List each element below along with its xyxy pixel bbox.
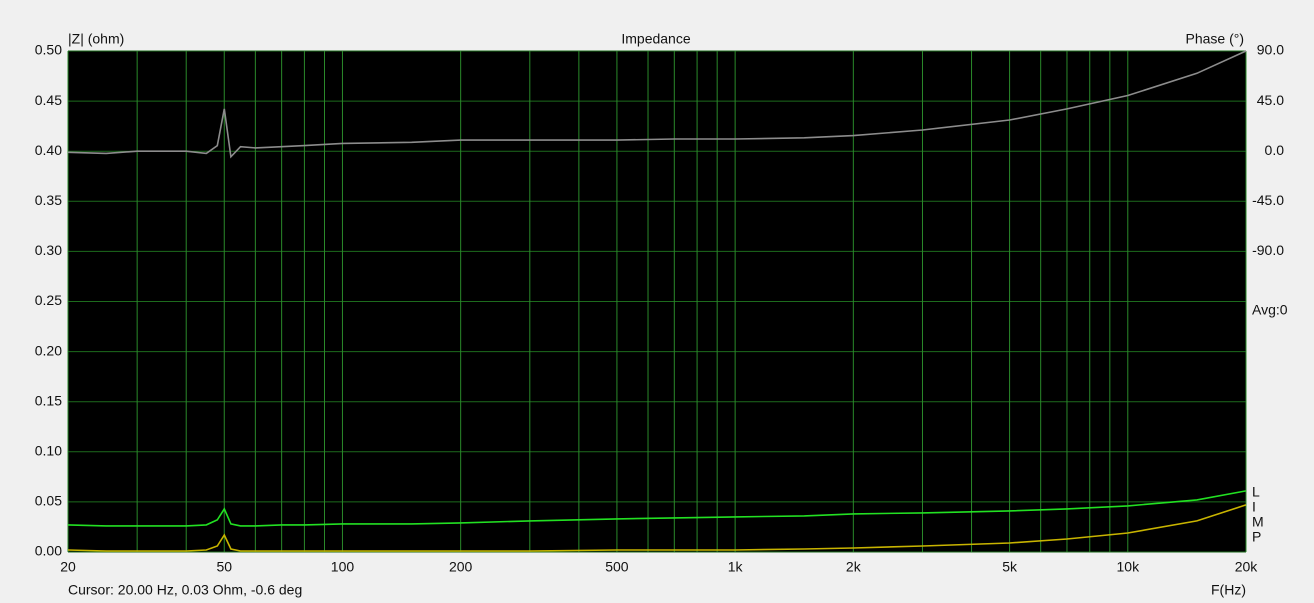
line-series (67, 50, 1247, 159)
x-tick-label: 5k (1002, 559, 1018, 575)
y-tick-label: 0.00 (35, 543, 62, 559)
y-tick-label: 0.50 (35, 42, 62, 58)
x-axis-label: F(Hz) (1211, 582, 1246, 598)
y2-tick-label: 0.0 (1265, 142, 1285, 158)
y2-tick-label: -90.0 (1252, 242, 1284, 258)
x-tick-label: 10k (1117, 559, 1141, 575)
trace-label: M (1252, 514, 1264, 530)
x-tick-label: 20 (60, 559, 76, 575)
y-axis-label: |Z| (ohm) (68, 31, 124, 47)
chart-title: Impedance (621, 31, 690, 47)
trace-label: L (1252, 484, 1260, 500)
y2-axis-label: Phase (°) (1185, 31, 1244, 47)
y2-tick-label: -45.0 (1252, 192, 1284, 208)
x-tick-label: 20k (1235, 559, 1259, 575)
status: Cursor: 20.00 Hz, 0.03 Ohm, -0.6 deg (68, 582, 302, 598)
y-tick-label: 0.10 (35, 443, 62, 459)
x-tick-label: 100 (331, 559, 355, 575)
y-tick-label: 0.15 (35, 392, 62, 408)
y2-tick-label: 45.0 (1257, 92, 1284, 108)
x-tick-label: 500 (605, 559, 629, 575)
x-tick-label: 2k (846, 559, 862, 575)
y-tick-label: 0.20 (35, 342, 62, 358)
trace-label: P (1252, 529, 1261, 545)
x-tick-label: 50 (216, 559, 232, 575)
y2-tick-label: 90.0 (1257, 42, 1284, 58)
x-tick-label: 1k (728, 559, 744, 575)
trace-label: I (1252, 499, 1256, 515)
y-tick-label: 0.25 (35, 292, 62, 308)
y-tick-label: 0.40 (35, 142, 62, 158)
y-tick-label: 0.45 (35, 92, 62, 108)
annotation: Avg:0 (1252, 302, 1288, 318)
line-series (67, 490, 1247, 527)
y-tick-label: 0.35 (35, 192, 62, 208)
x-tick-label: 200 (449, 559, 473, 575)
y-tick-label: 0.30 (35, 242, 62, 258)
y-tick-label: 0.05 (35, 493, 62, 509)
line-series (67, 504, 1247, 552)
